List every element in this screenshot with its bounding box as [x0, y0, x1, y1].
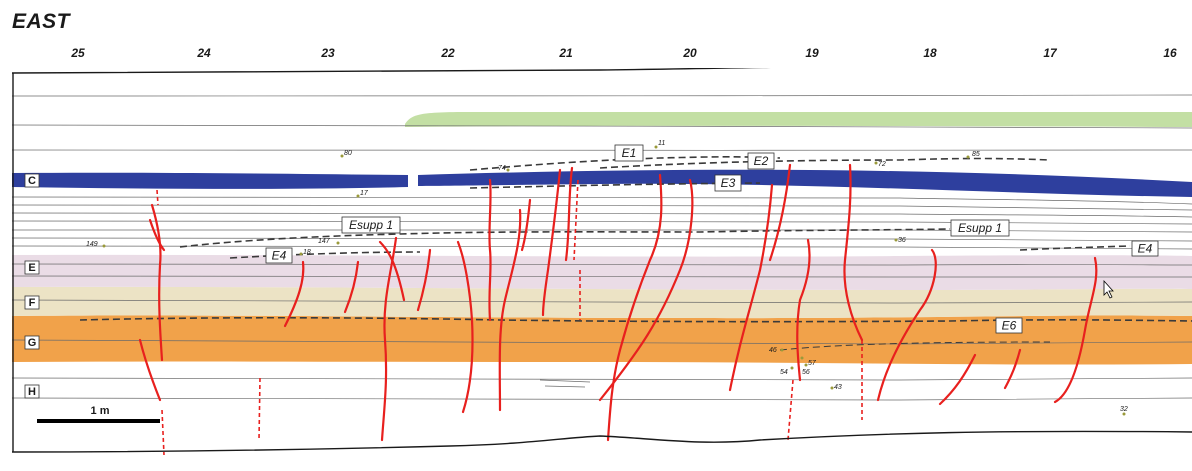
svg-text:E4: E4 — [272, 249, 287, 263]
tick-label-22: 22 — [440, 46, 455, 60]
horizon-e4-left-label: E4 — [265, 247, 293, 264]
svg-text:1 m: 1 m — [91, 405, 110, 417]
horizon-e4-right-label: E4 — [1131, 240, 1159, 257]
horizon-lines — [79, 156, 1192, 351]
sample-80: 80 — [344, 150, 352, 157]
unit-g-band — [12, 315, 1192, 365]
horizon-e3-label: E3 — [714, 174, 742, 192]
dashed-cracks — [156, 179, 863, 456]
unit-f-band — [12, 286, 1192, 319]
bedding-lines — [12, 94, 1192, 401]
sample-18: 18 — [303, 249, 311, 256]
unit-c-label: C — [24, 173, 40, 188]
horizon-esupp1-right-label: Esupp 1 — [950, 219, 1010, 237]
horizon-e2-label: E2 — [747, 152, 775, 170]
svg-text:E1: E1 — [622, 146, 637, 160]
sample-points — [102, 145, 1126, 416]
unit-g-label: G — [24, 335, 40, 350]
sample-17: 17 — [360, 190, 369, 197]
horizon-e6-label: E6 — [995, 317, 1023, 334]
section-title: EAST — [12, 10, 71, 33]
horizon-e1-label: E1 — [614, 144, 644, 162]
svg-text:C: C — [28, 175, 36, 187]
sample-46: 46 — [769, 347, 777, 354]
unit-f-label: F — [24, 295, 40, 310]
mouse-cursor-icon — [1103, 279, 1114, 299]
tick-label-18: 18 — [923, 46, 937, 60]
sample-72: 72 — [878, 161, 886, 168]
horizontal-axis: 25 24 23 22 21 20 19 18 17 16 — [70, 46, 1177, 60]
svg-text:E4: E4 — [1138, 242, 1153, 256]
sample-43: 43 — [834, 384, 842, 391]
sample-11: 11 — [658, 140, 665, 147]
sample-147: 147 — [318, 238, 331, 245]
unit-h-label: H — [24, 384, 40, 399]
svg-text:G: G — [28, 337, 37, 349]
unit-e-label: E — [24, 260, 40, 275]
tick-label-16: 16 — [1163, 46, 1177, 60]
sample-32: 32 — [1120, 406, 1128, 413]
section-top-border — [12, 68, 770, 74]
svg-text:Esupp 1: Esupp 1 — [349, 218, 393, 232]
tick-label-25: 25 — [70, 46, 85, 60]
tick-label-24: 24 — [196, 46, 211, 60]
sample-149: 149 — [86, 241, 98, 248]
section-bottom-border — [12, 430, 1192, 453]
svg-text:F: F — [29, 297, 36, 309]
desiccation-cracks — [138, 163, 1098, 442]
tick-label-21: 21 — [558, 46, 573, 60]
top-soil-band — [405, 112, 1192, 127]
svg-text:E: E — [28, 262, 35, 274]
sample-56: 56 — [802, 369, 810, 376]
tick-label-20: 20 — [682, 46, 697, 60]
sample-85: 85 — [972, 151, 980, 158]
sample-57: 57 — [808, 360, 817, 367]
sample-54: 54 — [780, 369, 788, 376]
svg-text:E2: E2 — [754, 154, 769, 168]
sample-74: 74 — [498, 165, 506, 172]
svg-text:H: H — [28, 386, 36, 398]
unit-e-band — [12, 254, 1192, 290]
svg-text:E3: E3 — [721, 176, 736, 190]
scale-bar: 1 m — [37, 405, 160, 423]
tick-label-23: 23 — [320, 46, 335, 60]
tick-label-19: 19 — [805, 46, 819, 60]
horizon-esupp1-left-label: Esupp 1 — [341, 216, 401, 234]
svg-text:E6: E6 — [1002, 319, 1017, 333]
sample-36: 36 — [898, 237, 906, 244]
unit-c-band — [12, 169, 1192, 197]
svg-text:Esupp 1: Esupp 1 — [958, 221, 1002, 235]
tick-label-17: 17 — [1043, 46, 1058, 60]
